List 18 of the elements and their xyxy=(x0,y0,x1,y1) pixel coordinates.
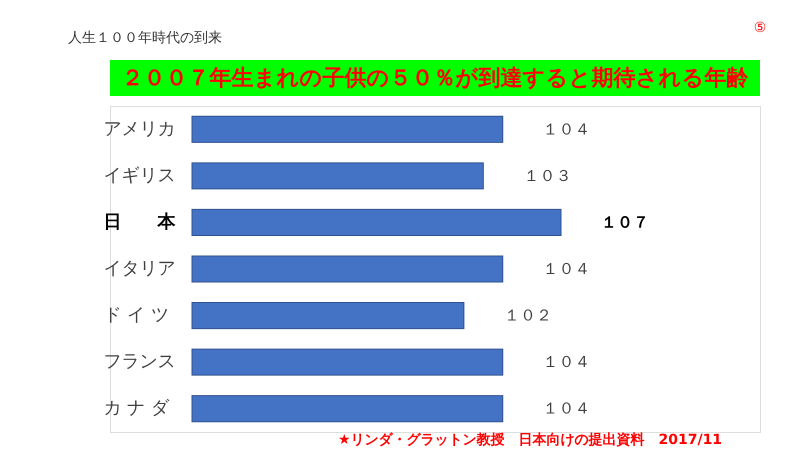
text: ★リンダ・グラットン教授 日本向けの提出資料 2017/11 xyxy=(338,432,722,448)
y-tick-label: ド イ ツ xyxy=(104,304,169,326)
data-label: １０４ xyxy=(542,119,591,138)
text: ⑤ xyxy=(754,20,766,36)
data-label: １０３ xyxy=(523,166,572,185)
y-tick-label: カ ナ ダ xyxy=(104,398,170,419)
chart-title: ２００７年生まれの子供の５０％が到達すると期待される年齢 xyxy=(122,66,750,91)
data-label: １０４ xyxy=(542,398,591,418)
data-label: １０４ xyxy=(542,259,591,278)
data-label: １０７ xyxy=(601,212,649,232)
y-tick-label: 日 本 xyxy=(104,211,176,232)
y-tick-label: イギリス xyxy=(104,164,176,186)
data-label: １０４ xyxy=(542,352,591,372)
y-tick-label: イタリア xyxy=(104,258,176,279)
data-label: １０２ xyxy=(504,306,552,325)
chart-subtitle: 人生１００年時代の到来 xyxy=(68,30,222,46)
y-tick-label: アメリカ xyxy=(104,118,176,140)
y-tick-label: フランス xyxy=(104,351,176,372)
